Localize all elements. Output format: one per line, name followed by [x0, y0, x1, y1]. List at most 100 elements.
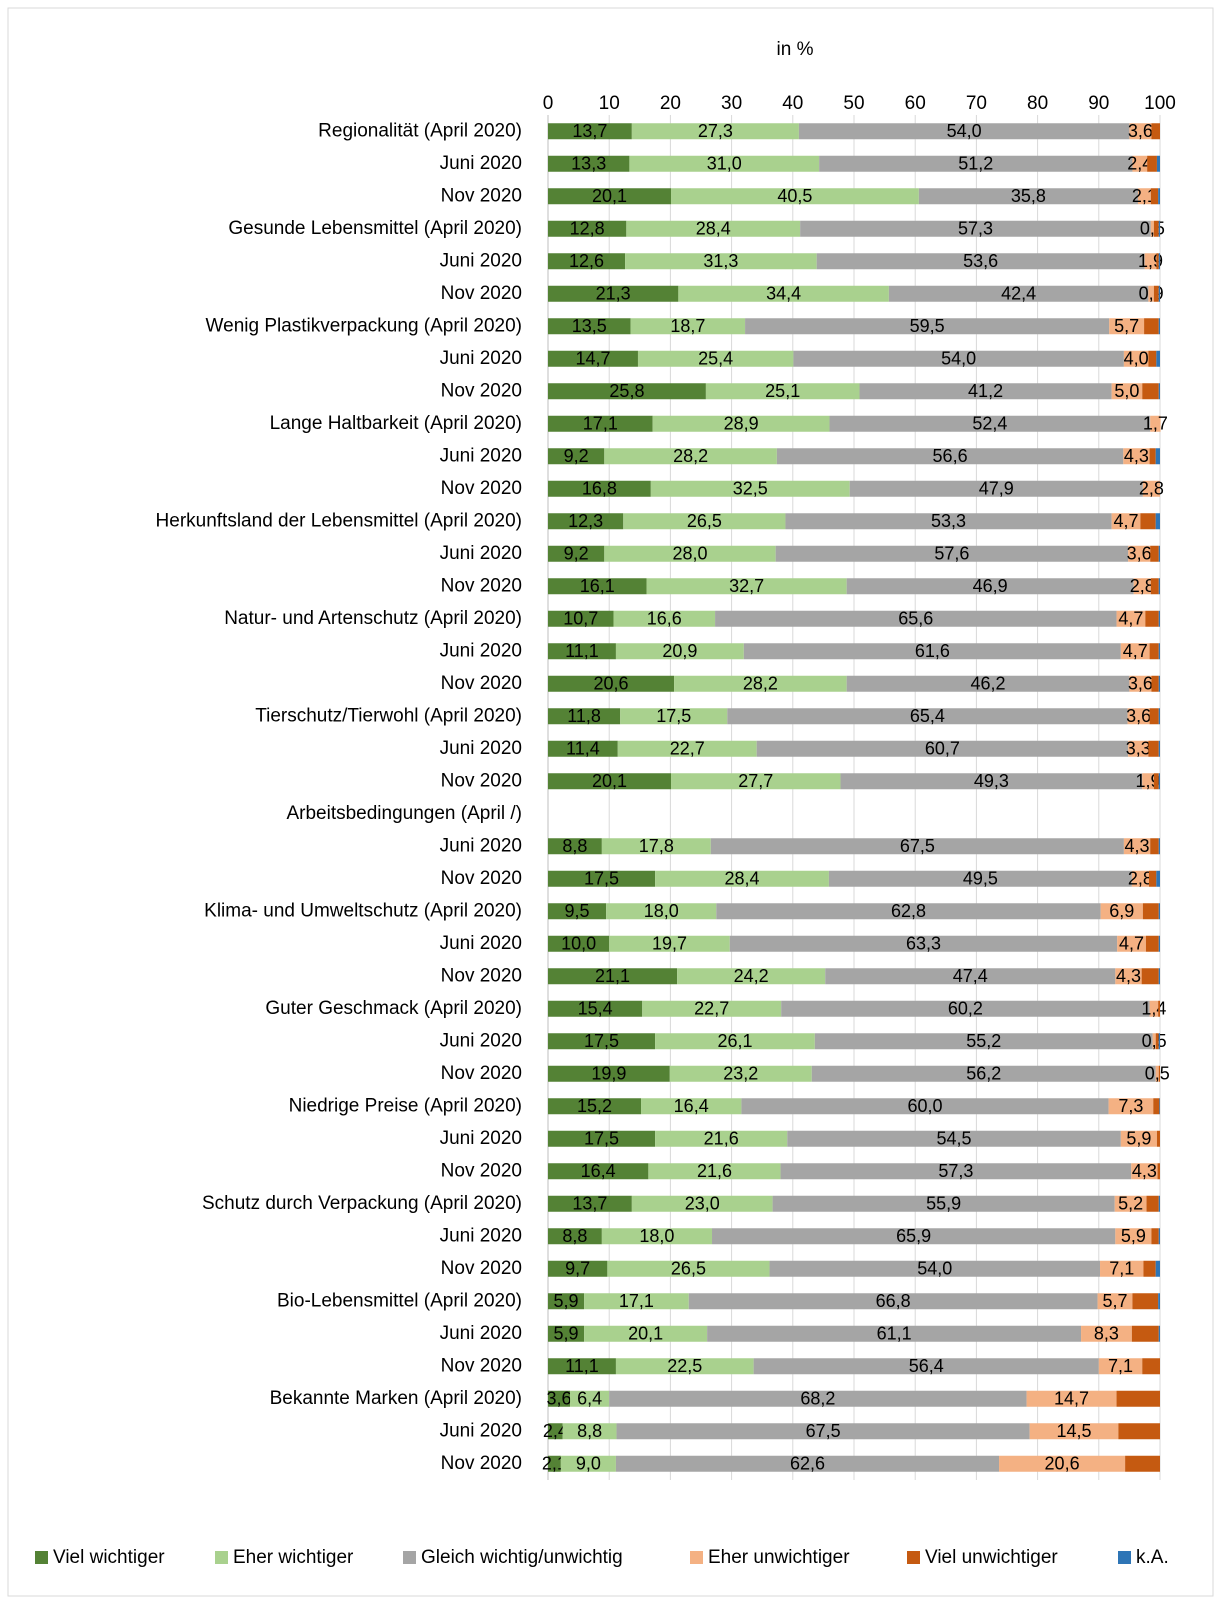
bar-segment: [1146, 1195, 1159, 1212]
bar-segment: [1144, 253, 1157, 270]
data-label: 54,0: [947, 121, 982, 141]
data-label: 55,2: [966, 1031, 1001, 1051]
data-label: 25,1: [765, 381, 800, 401]
legend-label: Gleich wichtig/unwichtig: [421, 1547, 623, 1568]
data-label: 20,1: [592, 771, 627, 791]
bar-segment: [1158, 253, 1160, 270]
data-label: 42,4: [1001, 284, 1036, 304]
bar-segment: [1114, 1195, 1147, 1212]
data-label: 14,5: [1056, 1421, 1091, 1441]
bar-segment: [1149, 1000, 1159, 1017]
bar-segment: [688, 1293, 1098, 1310]
y-tick-label: Nov 2020: [441, 185, 522, 206]
bar-segment: [1140, 513, 1156, 530]
data-label: 54,0: [917, 1259, 952, 1279]
bar-segment: [548, 480, 651, 497]
data-label: 2,8: [1130, 576, 1155, 596]
data-label: 27,7: [738, 771, 773, 791]
data-label: 24,2: [734, 966, 769, 986]
bar-segment: [650, 480, 850, 497]
bar-segment: [1115, 968, 1142, 985]
bar-segment: [1149, 708, 1159, 725]
bar-segment: [800, 220, 1151, 237]
bar-segment: [655, 870, 829, 887]
bar-segment: [1158, 383, 1160, 400]
bar-segment: [1142, 903, 1159, 920]
bar-segment: [548, 1423, 563, 1440]
bar-segment: [1150, 188, 1159, 205]
bar-segment: [1131, 1325, 1159, 1342]
data-label: 61,6: [915, 641, 950, 661]
bar-segment: [1158, 1293, 1160, 1310]
bar-segment: [606, 903, 717, 920]
data-label: 21,1: [595, 966, 630, 986]
bar-segment: [1111, 513, 1141, 530]
data-label: 57,3: [958, 219, 993, 239]
data-label: 60,0: [907, 1096, 942, 1116]
y-tick-label: Juni 2020: [440, 1225, 522, 1246]
data-label: 54,0: [941, 349, 976, 369]
bar-segment: [741, 1098, 1109, 1115]
data-label: 28,2: [743, 674, 778, 694]
data-label: 5,9: [554, 1291, 579, 1311]
bar-segment: [1142, 1358, 1160, 1375]
bar-segment: [1158, 968, 1160, 985]
bar-segment: [1145, 935, 1159, 952]
data-label: 7,1: [1108, 1356, 1133, 1376]
bar-segment: [616, 1423, 1030, 1440]
data-label: 9,2: [564, 446, 589, 466]
data-label: 56,2: [966, 1064, 1001, 1084]
x-tick-label: 60: [905, 93, 926, 114]
legend-label: Viel wichtiger: [53, 1547, 165, 1568]
bar-segment: [1026, 1390, 1117, 1407]
y-tick-label: Schutz durch Verpackung (April 2020): [202, 1193, 522, 1214]
data-label: 13,5: [572, 316, 607, 336]
data-label: 20,1: [592, 186, 627, 206]
bar-segment: [604, 545, 776, 562]
data-label: 17,8: [639, 836, 674, 856]
data-label: 6,9: [1109, 901, 1134, 921]
data-label: 17,1: [583, 414, 618, 434]
bar-segment: [1148, 350, 1157, 367]
y-tick-label: Juni 2020: [440, 445, 522, 466]
y-tick-label: Nov 2020: [441, 1258, 522, 1279]
bar-segment: [1132, 1293, 1159, 1310]
data-label: 67,5: [900, 836, 935, 856]
data-label: 12,3: [568, 511, 603, 531]
data-label: 63,3: [906, 934, 941, 954]
bar-segment: [629, 155, 820, 172]
bar-segment: [1158, 545, 1160, 562]
bar-segment: [562, 1423, 617, 1440]
data-label: 20,6: [1045, 1454, 1080, 1474]
legend-swatch: [215, 1551, 228, 1564]
data-label: 61,1: [877, 1324, 912, 1344]
bar-segment: [548, 935, 610, 952]
data-label: 26,5: [671, 1259, 706, 1279]
data-label: 65,6: [898, 609, 933, 629]
bar-segment: [548, 545, 605, 562]
data-label: 9,0: [576, 1454, 601, 1474]
data-label: 60,2: [948, 999, 983, 1019]
bar-segment: [753, 1358, 1099, 1375]
bar-segment: [1141, 968, 1159, 985]
bar-segment: [548, 155, 630, 172]
bar-segment: [641, 1098, 742, 1115]
bar-segment: [814, 1033, 1153, 1050]
x-tick-label: 10: [599, 93, 620, 114]
bar-segment: [1128, 740, 1149, 757]
bar-segment: [829, 415, 1151, 432]
bar-segment: [648, 1163, 781, 1180]
data-label: 28,0: [672, 544, 707, 564]
y-tick-label: Nov 2020: [441, 1160, 522, 1181]
bar-segment: [1109, 318, 1145, 335]
data-label: 3,3: [1126, 739, 1151, 759]
bar-segment: [584, 1325, 708, 1342]
x-tick-label: 70: [966, 93, 987, 114]
data-label: 11,4: [566, 739, 600, 759]
data-label: 6,4: [577, 1389, 602, 1409]
data-label: 47,9: [979, 479, 1014, 499]
data-label: 3,6: [1126, 706, 1151, 726]
bar-segment: [655, 1033, 815, 1050]
data-label: 53,3: [931, 511, 966, 531]
bar-segment: [846, 578, 1134, 595]
